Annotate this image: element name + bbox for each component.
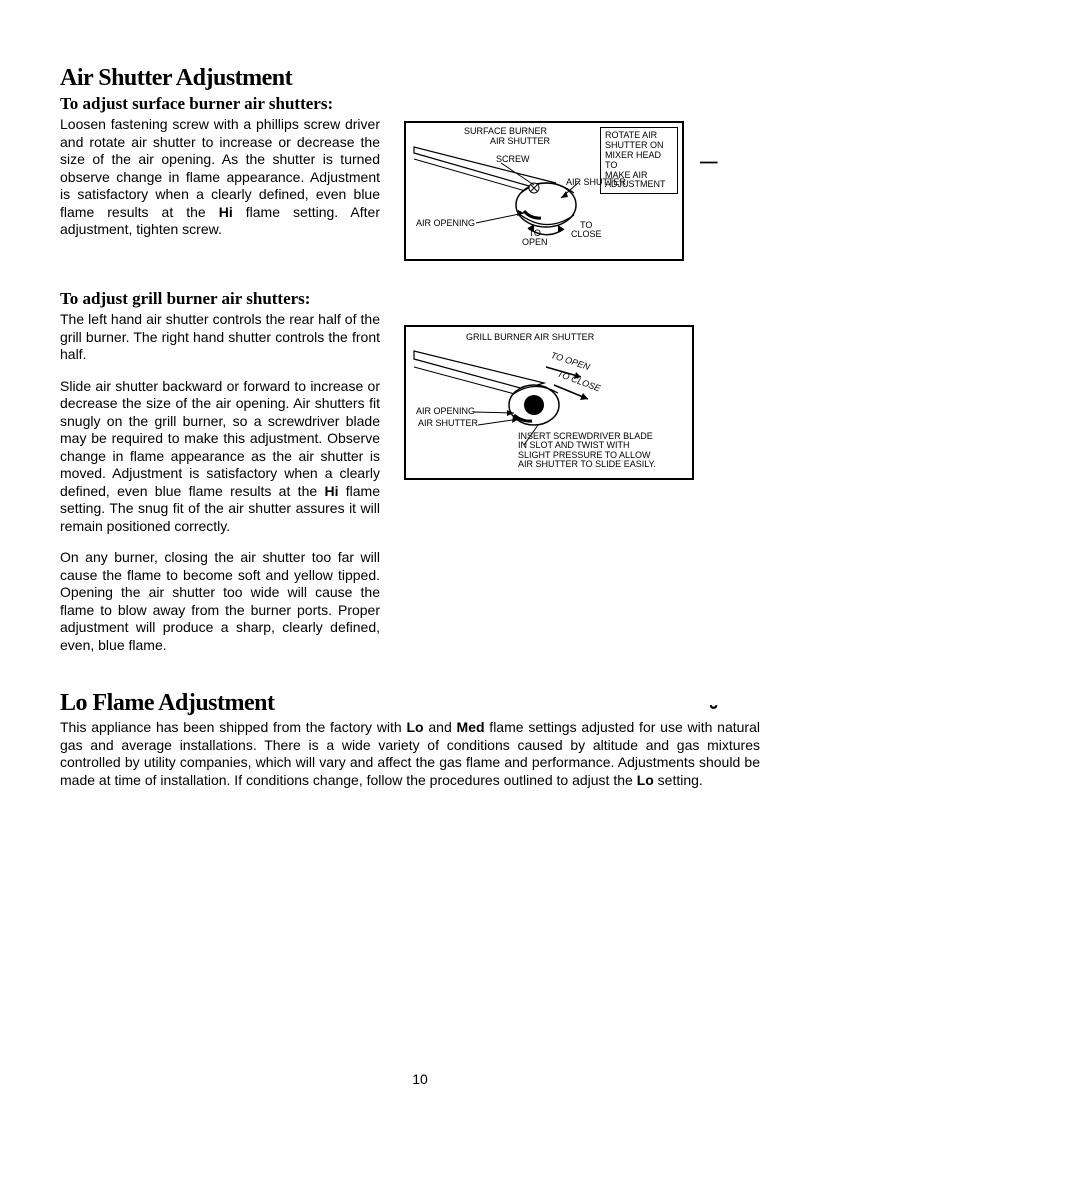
subheading-grill-burner: To adjust grill burner air shutters: [60,289,380,309]
label-air-shutter-2: AIR SHUTTER [418,419,478,428]
body-lo-flame: This appliance has been shipped from the… [60,719,760,789]
scan-mark-icon: ⏑ [710,694,717,720]
subheading-surface-burner: To adjust surface burner air shutters: [60,94,380,114]
info-rotate-shutter: ROTATE AIRSHUTTER ONMIXER HEAD TOMAKE AI… [600,127,678,194]
body-grill-p3: On any burner, closing the air shutter t… [60,549,380,654]
diagram-surface-burner: SURFACE BURNER AIR SHUTTER SCREW AIR SHU… [404,121,684,261]
label-to-open: TOOPEN [522,229,548,248]
label-to-close: TOCLOSE [571,221,602,240]
label-air-opening-2: AIR OPENING [416,407,475,416]
label-grill-title: GRILL BURNER AIR SHUTTER [466,333,594,342]
section-lo-flame: Lo Flame Adjustment This appliance has b… [60,690,760,789]
label-air-shutter-top: AIR SHUTTER [490,137,550,146]
body-grill-p2: Slide air shutter backward or forward to… [60,378,380,536]
page-number: 10 [60,1071,780,1087]
heading-air-shutter: Air Shutter Adjustment [60,65,380,92]
heading-lo-flame: Lo Flame Adjustment [60,690,760,717]
body-grill-p1: The left hand air shutter controls the r… [60,311,380,364]
label-insert-note: INSERT SCREWDRIVER BLADEIN SLOT AND TWIS… [518,432,678,470]
section-grill-burner: To adjust grill burner air shutters: The… [60,289,380,654]
label-air-opening: AIR OPENING [416,219,475,228]
label-screw: SCREW [496,155,530,164]
diagram-grill-burner: GRILL BURNER AIR SHUTTER TO OPEN TO CLOS… [404,325,694,480]
section-air-shutter: Air Shutter Adjustment To adjust surface… [60,65,380,261]
scan-mark-icon: ⏤ [700,148,718,174]
body-surface-burner: Loosen fastening screw with a phillips s… [60,116,380,239]
